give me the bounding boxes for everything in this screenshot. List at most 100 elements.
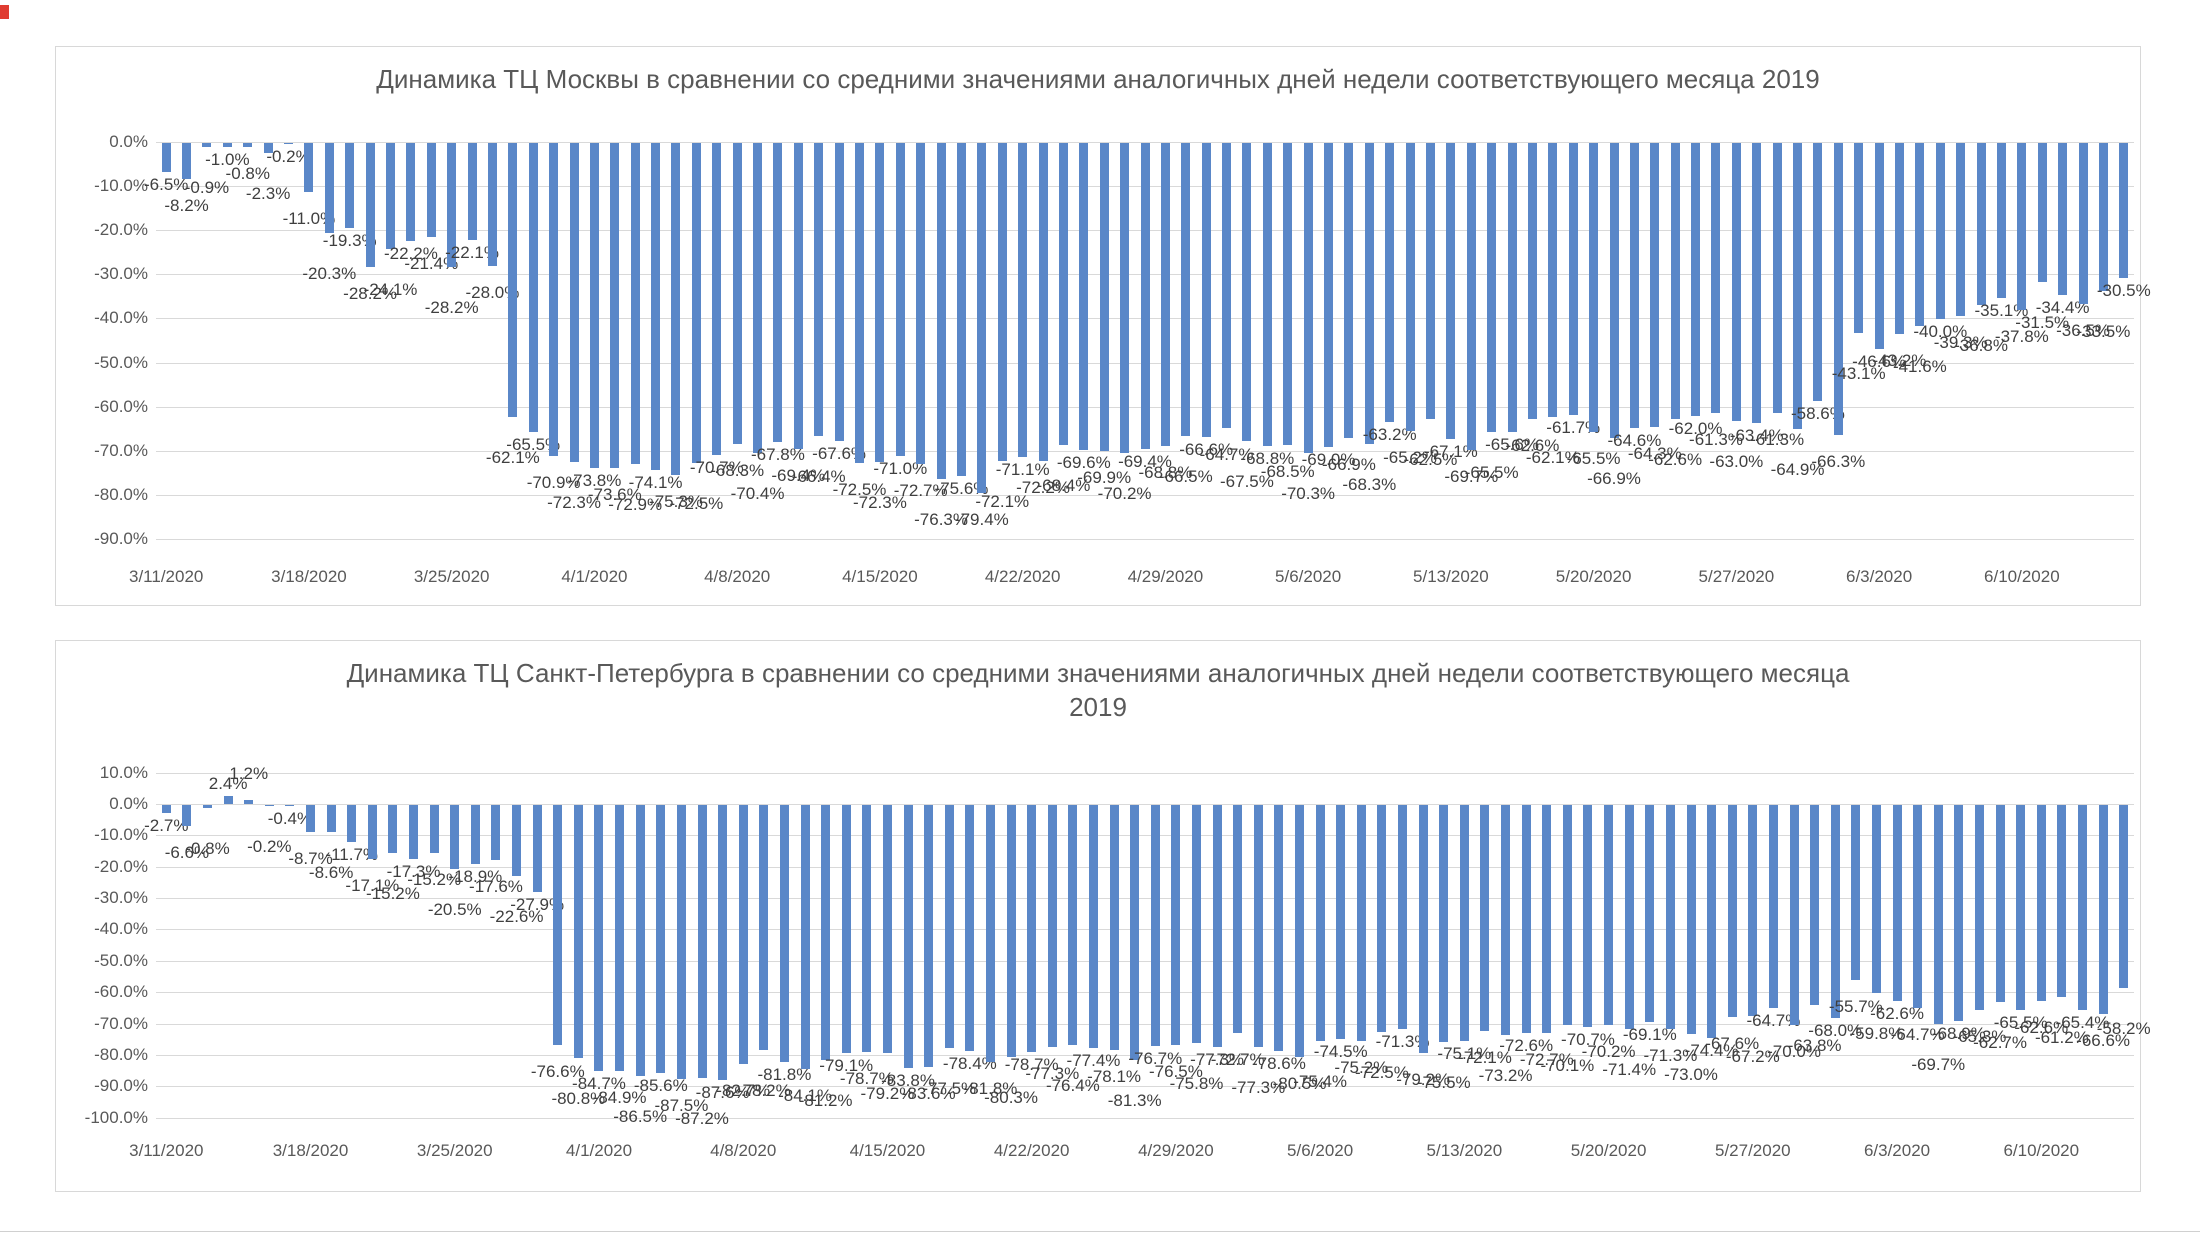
bar[interactable] [1068,805,1078,1045]
bar[interactable] [1480,805,1490,1032]
bar[interactable] [450,805,460,870]
bar[interactable] [1748,805,1758,1016]
bar[interactable] [738,805,748,1065]
bar[interactable] [1356,805,1366,1041]
bar[interactable] [1295,805,1305,1058]
bar[interactable] [1459,805,1469,1041]
bar[interactable] [1589,143,1599,432]
bar[interactable] [1954,805,1964,1022]
bar[interactable] [1609,143,1619,439]
bar[interactable] [345,143,355,229]
bar[interactable] [1789,805,1799,1025]
bar[interactable] [573,805,583,1059]
bar[interactable] [1527,143,1537,420]
bar[interactable] [243,143,253,147]
bar[interactable] [1130,805,1140,1060]
bar[interactable] [656,805,666,1074]
bar[interactable] [610,143,620,468]
bar[interactable] [1242,143,1252,441]
bar[interactable] [1058,143,1068,445]
bar[interactable] [718,805,728,1080]
bar[interactable] [697,805,707,1079]
bar[interactable] [386,143,395,250]
bar[interactable] [944,805,954,1049]
bar[interactable] [409,805,419,860]
bar[interactable] [1830,805,1840,1019]
bar[interactable] [161,143,171,172]
bar[interactable] [1996,143,2006,298]
bar[interactable] [549,143,559,456]
bar[interactable] [2077,805,2087,1011]
bar[interactable] [1645,805,1655,1022]
bar[interactable] [1650,143,1660,427]
bar[interactable] [264,805,274,806]
bar[interactable] [447,143,457,268]
bar[interactable] [2036,805,2046,1002]
bar[interactable] [1933,805,1943,1024]
bar[interactable] [1956,143,1966,317]
bar[interactable] [862,805,872,1052]
bar[interactable] [1038,143,1048,462]
bar[interactable] [1425,143,1435,419]
bar[interactable] [1344,143,1354,439]
bar[interactable] [365,143,375,268]
bar[interactable] [2119,143,2129,278]
bar[interactable] [1315,805,1325,1042]
bar[interactable] [589,143,599,469]
bar[interactable] [594,805,604,1071]
bar[interactable] [800,805,810,1069]
bar[interactable] [1915,143,1925,327]
bar[interactable] [1752,143,1762,423]
bar[interactable] [569,143,579,462]
bar[interactable] [1976,143,1986,306]
bar[interactable] [834,143,844,442]
bar[interactable] [426,143,436,238]
bar[interactable] [1810,805,1820,1006]
bar[interactable] [793,143,803,450]
bar[interactable] [2017,143,2027,310]
bar[interactable] [326,805,336,832]
bar[interactable] [1629,143,1639,428]
bar[interactable] [924,805,934,1068]
bar[interactable] [1562,805,1572,1025]
bar[interactable] [1405,143,1415,431]
bar[interactable] [1324,143,1334,448]
bar[interactable] [977,143,987,494]
bar[interactable] [1892,805,1902,1002]
bar[interactable] [553,805,563,1046]
bar[interactable] [956,143,966,477]
bar[interactable] [1047,805,1057,1048]
bar[interactable] [1487,143,1497,432]
bar[interactable] [388,805,398,853]
bar[interactable] [1624,805,1634,1029]
bar[interactable] [406,143,416,241]
bar[interactable] [1336,805,1346,1039]
bar[interactable] [965,805,975,1051]
bar[interactable] [2057,805,2067,997]
bar[interactable] [651,143,661,470]
bar[interactable] [753,143,763,454]
bar[interactable] [1974,805,1984,1010]
bar[interactable] [671,143,681,476]
bar[interactable] [1871,805,1881,993]
bar[interactable] [1604,805,1614,1026]
bar[interactable] [1691,143,1701,417]
bar[interactable] [1446,143,1456,439]
bar[interactable] [347,805,357,842]
bar[interactable] [306,805,316,833]
bar[interactable] [1192,805,1201,1043]
bar[interactable] [1935,143,1945,320]
bar[interactable] [182,805,192,826]
bar[interactable] [875,143,885,462]
bar[interactable] [532,805,542,893]
bar[interactable] [936,143,946,480]
bar[interactable] [1793,143,1803,430]
bar[interactable] [630,143,640,465]
bar[interactable] [1670,143,1680,420]
bar[interactable] [1018,143,1028,457]
bar[interactable] [1466,143,1476,451]
bar[interactable] [1813,143,1823,402]
bar[interactable] [1181,143,1191,437]
bar[interactable] [304,143,314,192]
bar[interactable] [508,143,518,417]
